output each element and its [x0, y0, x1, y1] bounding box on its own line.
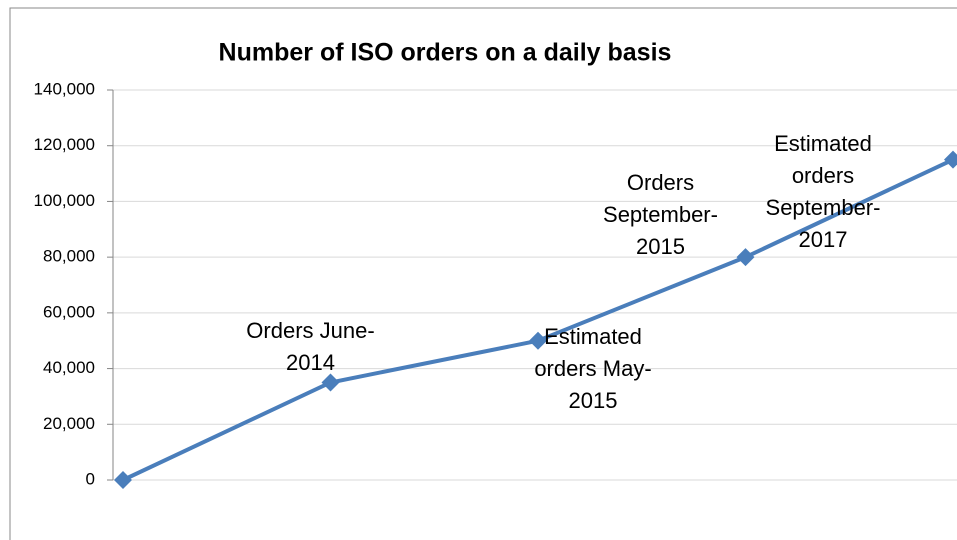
annotation: Orders September-2015	[603, 170, 718, 260]
y-tick-label: 40,000	[43, 358, 95, 377]
data-point	[529, 331, 547, 350]
chart-title: Number of ISO orders on a daily basis	[219, 39, 672, 67]
data-point	[321, 373, 340, 392]
y-tick-label: 120,000	[34, 135, 95, 154]
data-point	[114, 471, 132, 489]
annotation: Estimated orders September-2017	[765, 130, 881, 252]
chart-border	[9, 7, 957, 540]
y-tick-label: 140,000	[34, 79, 95, 98]
y-tick-label: 100,000	[34, 191, 95, 210]
data-point	[736, 248, 755, 267]
y-tick-label: 60,000	[43, 302, 95, 321]
annotation: Orders June-2014	[246, 317, 375, 375]
data-point	[944, 150, 957, 169]
annotation: Estimated orders May-2015	[534, 323, 652, 413]
y-tick-label: 20,000	[43, 414, 95, 433]
y-tick-label: 0	[86, 469, 95, 488]
y-tick-label: 80,000	[43, 247, 95, 266]
